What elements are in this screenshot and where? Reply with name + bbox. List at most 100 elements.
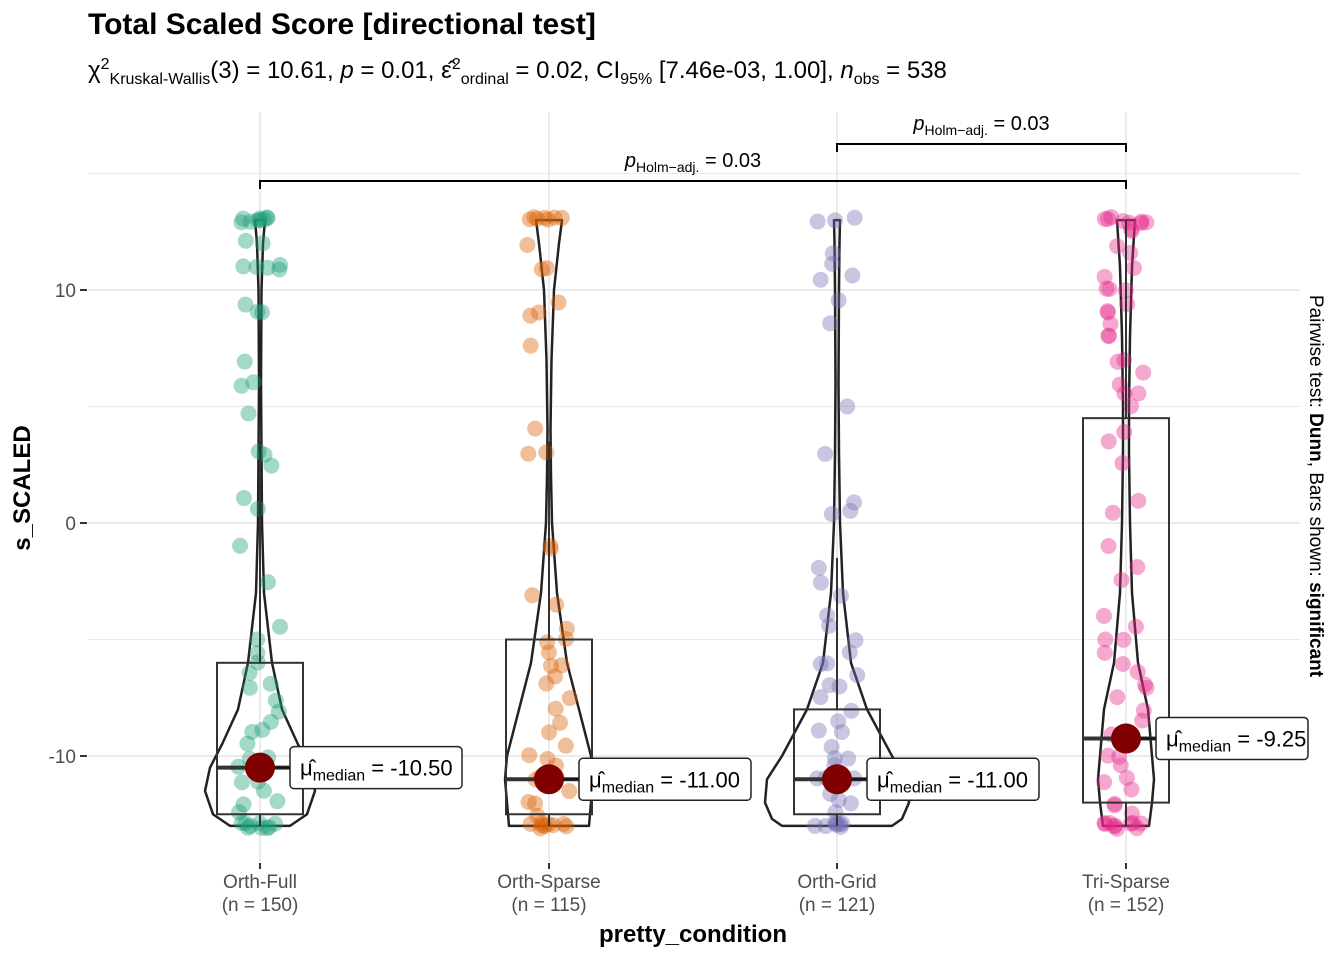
data-point [533,815,550,832]
caption-part-1: Pairwise test: [1305,295,1326,413]
data-point [842,795,859,812]
data-point [263,457,280,474]
data-point [1128,820,1145,837]
violin-orth-sparse [503,218,595,828]
n-sub: obs [853,70,880,88]
data-point [240,405,257,422]
data-point [561,690,578,707]
data-point [1096,774,1113,791]
caption-part-2: , Bars shown: [1305,462,1326,582]
n-label: n [840,57,854,84]
data-point [1115,631,1132,648]
data-point [1138,679,1155,696]
data-point [270,703,287,720]
data-point [248,259,265,276]
data-point [1099,210,1116,227]
median-label-box [289,745,463,790]
data-point [1109,689,1126,706]
data-point [1119,296,1136,313]
data-point [538,444,555,461]
data-point [840,750,857,767]
median-point [534,764,564,795]
data-point [807,817,824,834]
data-point [1106,797,1123,814]
data-point [1102,315,1119,332]
median-markers: μ̂median = -10.50 μ̂median = -11.00 μ̂medi… [245,716,1309,802]
data-point [1111,376,1128,393]
stat-df: (3) [210,57,240,84]
data-point [844,267,861,284]
effect-sub: ordinal [460,70,509,88]
x-tick-count: (n = 115) [511,895,586,916]
stat-sup: 2 [100,56,110,73]
data-point [245,374,262,391]
ci-sub: 95% [620,70,653,88]
data-point [519,236,536,253]
data-point [235,490,252,507]
data-point [538,260,555,277]
data-point [1109,238,1126,255]
data-point [242,817,259,834]
data-point [521,747,538,764]
data-point [810,559,827,576]
data-point [1109,353,1126,370]
median-label: μ̂median = -11.00 [877,767,1028,796]
data-point [1122,244,1139,261]
data-point [1114,455,1131,472]
data-point [553,657,570,674]
data-point [1130,492,1147,509]
data-point [826,750,843,767]
data-point [542,657,559,674]
p-label: p [340,57,354,84]
data-point [1116,351,1133,368]
data-point [251,210,268,227]
data-point [1096,815,1113,832]
data-point [1106,795,1123,812]
data-point [1116,423,1133,440]
data-point [557,737,574,754]
box-iqr [1082,417,1170,804]
data-point [1107,817,1124,834]
data-point [235,210,252,227]
data-point [522,337,539,354]
median-point [822,764,852,795]
data-point [1097,631,1114,648]
median-label-box [578,757,752,802]
data-point [522,815,539,832]
data-point [261,819,278,836]
caption-method: Dunn [1305,413,1326,462]
data-point [534,817,551,834]
data-point [809,213,826,230]
data-point [251,212,268,229]
data-point [272,618,289,635]
data-point [847,632,864,649]
data-point [267,815,284,832]
stat-sub: Kruskal-Wallis [109,70,211,88]
data-point [819,655,836,672]
data-point [536,209,553,226]
data-point [834,815,851,832]
data-point [271,261,288,278]
data-point [1129,559,1146,576]
x-tick-count: (n = 152) [1088,895,1165,916]
data-point [540,644,557,661]
data-point [527,795,544,812]
data-point [1123,398,1140,415]
data-point [1138,214,1155,231]
significance-brackets: pHolm−adj. = 0.03 pHolm−adj. = 0.03 [259,113,1127,189]
data-point [552,714,569,731]
data-point [530,304,547,321]
x-tick-label: Orth-Full [223,872,297,893]
box-iqr [505,638,593,816]
n-value: = 538 [879,57,947,84]
data-point [255,782,272,799]
data-point [1129,663,1146,680]
data-point [253,819,270,836]
data-point [1133,815,1150,832]
data-point [259,259,276,276]
median-label-box [1155,716,1309,761]
data-point [1135,364,1152,381]
violin-orth-grid [763,218,911,828]
effect-symbol: ε̂ [441,57,452,84]
data-point [546,209,563,226]
